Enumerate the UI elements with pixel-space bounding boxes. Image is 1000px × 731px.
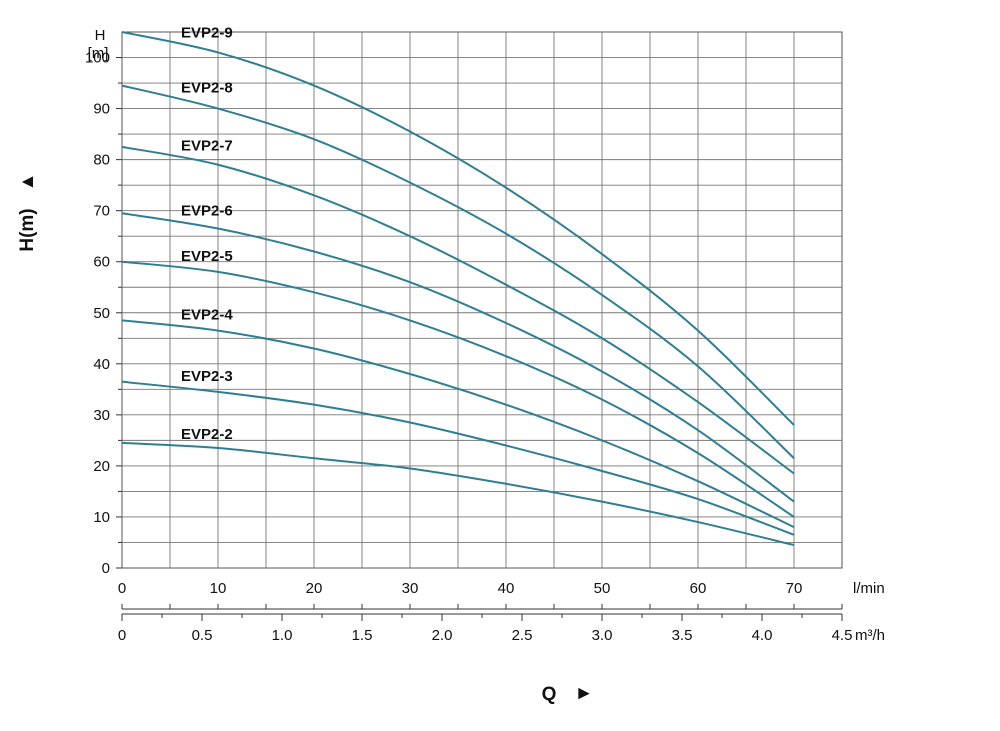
y-axis-arrow-icon: ▲ xyxy=(17,173,38,192)
x-tick-label-flow: 10 xyxy=(210,580,227,597)
x-tick-label-m3h: 4.5 xyxy=(832,627,853,644)
y-tick-label: 60 xyxy=(93,254,110,271)
x-tick-label-m3h: 1.0 xyxy=(272,627,293,644)
axes: 0 10 20 30 40 50 60 70 80 90 100 0 10 20 30 40 50 60 70 0 0.… xyxy=(85,50,852,644)
x-tick-label-m3h: 2.5 xyxy=(512,627,533,644)
y-axis-title-group: H [m] H(m) ▲ xyxy=(17,27,108,252)
y-tick-label: 40 xyxy=(93,356,110,373)
x-tick-label-m3h: 0 xyxy=(118,627,126,644)
curve-label: EVP2-6 xyxy=(181,202,233,219)
curve-evp2-7 xyxy=(121,145,795,475)
x-axis-arrow-icon: ► xyxy=(575,683,594,704)
curve-evp2-6 xyxy=(121,212,795,503)
y-tick-label: 10 xyxy=(93,509,110,526)
curves: EVP2-9 EVP2-8 EVP2-7 EVP2-6 EVP2-5 EVP2-4 EVP2… xyxy=(121,24,795,547)
x-tick-label-flow: 30 xyxy=(402,580,419,597)
x-tick-label-m3h: 1.5 xyxy=(352,627,373,644)
x-tick-label-flow: 50 xyxy=(594,580,611,597)
curve-label: EVP2-4 xyxy=(181,307,233,324)
x-tick-label-m3h: 3.0 xyxy=(592,627,613,644)
y-tick-label: 90 xyxy=(93,101,110,118)
curve-evp2-4 xyxy=(121,319,795,529)
x-tick-label-m3h: 3.5 xyxy=(672,627,693,644)
y-axis-symbol: H xyxy=(95,27,106,44)
x-tick-label-m3h: 4.0 xyxy=(752,627,773,644)
curve-label: EVP2-2 xyxy=(181,426,233,443)
curve-evp2-2 xyxy=(121,441,795,547)
grid xyxy=(121,31,843,569)
x-tick-label-flow: 40 xyxy=(498,580,515,597)
y-tick-label: 30 xyxy=(93,407,110,424)
curve-evp2-9 xyxy=(121,31,795,426)
x-tick-label-flow: 0 xyxy=(118,580,126,597)
y-axis-title: H(m) xyxy=(17,208,38,251)
y-tick-label: 80 xyxy=(93,152,110,169)
flow-unit-m3h: m³/h xyxy=(855,627,885,644)
curve-label: EVP2-5 xyxy=(181,248,233,265)
plot-frame xyxy=(121,31,843,569)
curve-evp2-3 xyxy=(121,380,795,536)
x-axis-title-group: Q ► xyxy=(542,683,594,705)
y-tick-label: 0 xyxy=(102,560,110,577)
flow-unit-lmin: l/min xyxy=(853,580,885,597)
curve-label: EVP2-3 xyxy=(181,368,233,385)
x-axis-title: Q xyxy=(542,684,557,705)
y-tick-label: 50 xyxy=(93,305,110,322)
curve-evp2-5 xyxy=(121,260,795,518)
x-tick-label-flow: 70 xyxy=(786,580,803,597)
curve-label: EVP2-7 xyxy=(181,138,233,155)
x-tick-label-flow: 60 xyxy=(690,580,707,597)
curve-label: EVP2-9 xyxy=(181,24,233,41)
curve-label: EVP2-8 xyxy=(181,79,233,96)
x-tick-label-m3h: 2.0 xyxy=(432,627,453,644)
curve-evp2-8 xyxy=(121,84,795,459)
y-tick-label: 70 xyxy=(93,203,110,220)
y-axis-unit: [m] xyxy=(88,45,109,62)
x-tick-label-flow: 20 xyxy=(306,580,323,597)
y-tick-label: 20 xyxy=(93,458,110,475)
x-tick-label-m3h: 0.5 xyxy=(192,627,213,644)
y-tick-label: 100 xyxy=(85,50,110,67)
